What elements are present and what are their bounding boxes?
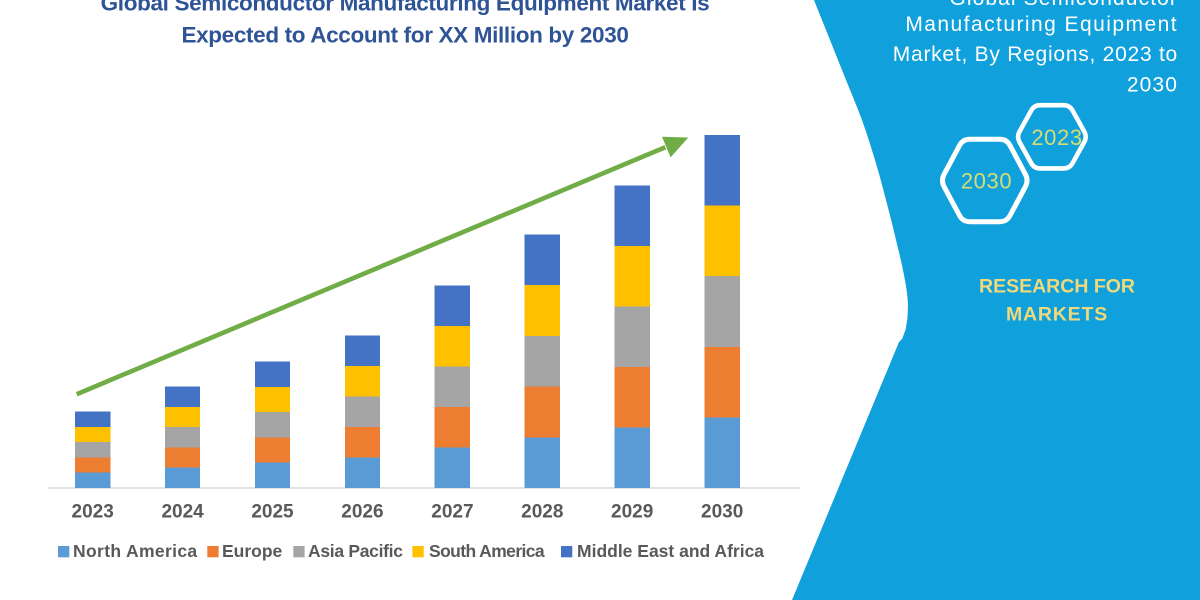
svg-text:2030: 2030 [701, 502, 743, 523]
svg-text:Market, By Regions, 2023 to: Market, By Regions, 2023 to [893, 43, 1178, 66]
svg-text:RESEARCH FOR: RESEARCH FOR [979, 276, 1135, 298]
svg-text:Middle East and Africa: Middle East and Africa [577, 541, 764, 561]
svg-text:Expected to Account for XX Mil: Expected to Account for XX Million by 20… [181, 23, 628, 48]
svg-text:2026: 2026 [341, 502, 383, 523]
svg-text:Manufacturing Equipment: Manufacturing Equipment [905, 13, 1178, 36]
svg-text:Asia Pacific: Asia Pacific [308, 541, 403, 561]
svg-text:2029: 2029 [611, 502, 653, 523]
svg-text:2023: 2023 [1031, 125, 1082, 150]
svg-text:2030: 2030 [961, 169, 1012, 194]
svg-text:2024: 2024 [161, 502, 204, 523]
svg-text:Europe: Europe [222, 541, 283, 561]
svg-text:2030: 2030 [1127, 73, 1178, 96]
svg-text:2025: 2025 [251, 502, 294, 523]
svg-text:South America: South America [429, 541, 545, 561]
svg-text:2023: 2023 [72, 502, 114, 523]
svg-text:North America: North America [73, 541, 198, 561]
svg-text:MARKETS: MARKETS [1006, 303, 1108, 325]
svg-text:2028: 2028 [521, 502, 563, 523]
svg-text:2027: 2027 [431, 502, 473, 523]
svg-text:Global Semiconductor: Global Semiconductor [949, 0, 1178, 10]
svg-text:Global Semiconductor Manufactu: Global Semiconductor Manufacturing Equip… [101, 0, 710, 16]
